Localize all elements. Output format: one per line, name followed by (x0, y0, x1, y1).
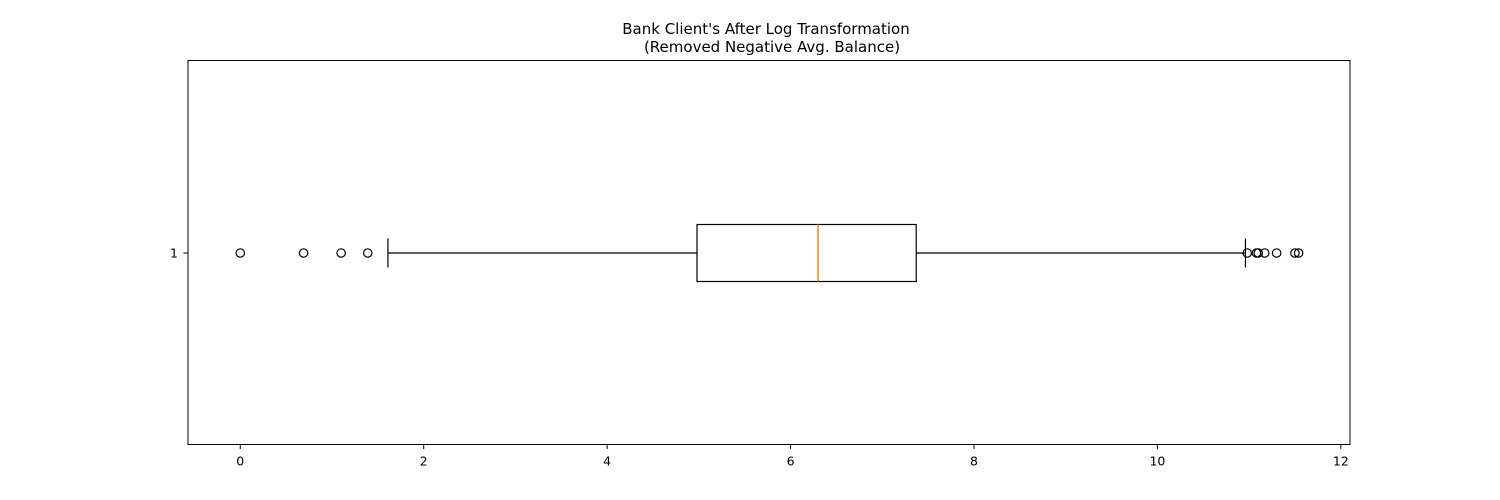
y-tick-label: 1 (170, 246, 178, 261)
chart-title: Bank Client's After Log Transformation (622, 20, 909, 38)
x-tick-label: 4 (603, 454, 611, 469)
outlier-point (235, 248, 246, 258)
outlier-point (298, 248, 309, 258)
x-axis: 0 2 4 6 8 10 12 (236, 444, 1349, 469)
x-tick-label: 12 (1333, 454, 1349, 469)
chart-subtitle: (Removed Negative Avg. Balance) (644, 38, 900, 56)
outlier-point (336, 248, 346, 258)
x-tick-label: 6 (787, 454, 795, 469)
outlier-point (1271, 248, 1282, 258)
x-tick-label: 10 (1149, 454, 1165, 469)
outlier-point (1293, 248, 1304, 258)
outlier-point (1259, 248, 1270, 258)
x-tick-label: 0 (236, 454, 244, 469)
y-axis: 1 (170, 246, 188, 261)
outlier-point (1290, 248, 1300, 258)
outlier-point (362, 248, 373, 258)
iqr-box (696, 223, 917, 283)
x-tick-label: 8 (970, 454, 978, 469)
chart-marks (235, 223, 1304, 283)
outlier-point (1242, 248, 1253, 258)
outlier-point (1253, 248, 1264, 258)
x-tick-label: 2 (420, 454, 428, 469)
